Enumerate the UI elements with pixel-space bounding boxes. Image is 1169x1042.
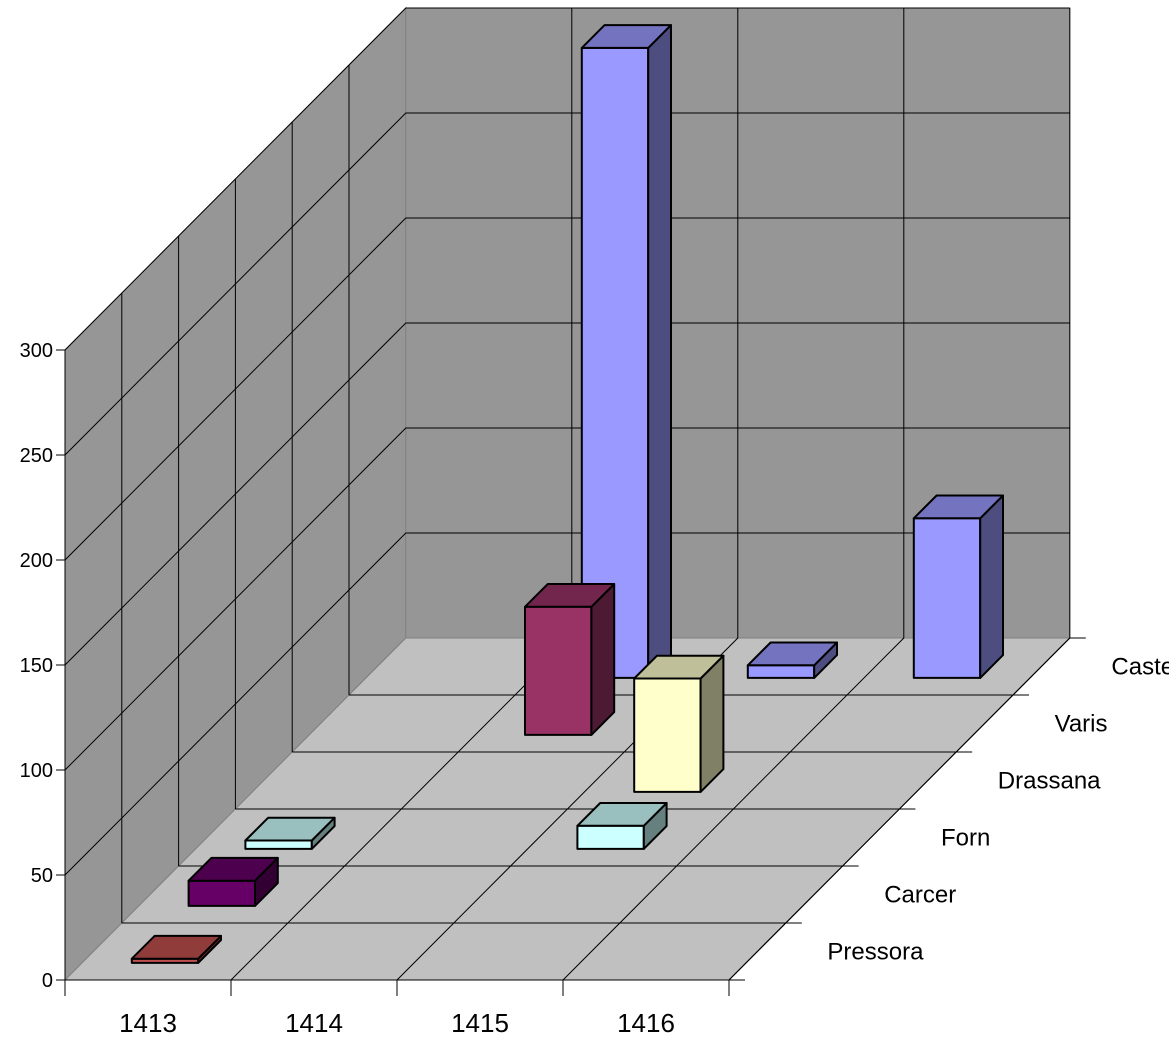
value-tick-label: 250: [20, 445, 53, 467]
bar-top: [580, 24, 672, 49]
bar-top: [244, 816, 336, 842]
value-tick-label: 150: [20, 655, 53, 677]
bar-side: [647, 24, 672, 679]
bar-front: [746, 664, 816, 679]
value-tick-label: 50: [31, 865, 53, 887]
bar-top: [524, 583, 616, 608]
category-tick-label: 1413: [119, 1008, 177, 1037]
bar-forn-1415: [576, 802, 668, 850]
series-tick-label: Pressora: [827, 939, 924, 966]
bar-top: [576, 802, 668, 827]
chart-walls: [63, 6, 1072, 982]
series-tick-label: Drassana: [998, 768, 1101, 795]
bar-front: [576, 824, 645, 850]
bar-top: [633, 654, 725, 680]
bar-varis-1414: [524, 583, 616, 736]
category-tick-label: 1416: [617, 1008, 675, 1037]
bar-forn-1413: [244, 816, 336, 850]
value-tick-label: 100: [20, 760, 53, 782]
bar-top: [130, 934, 222, 960]
bar-pressora-1413: [130, 934, 222, 964]
series-tick-label: Carcer: [884, 882, 956, 909]
bar-drassana-1415: [633, 654, 725, 793]
bar-castell-1415: [746, 641, 838, 679]
value-tick-label: 0: [42, 970, 53, 992]
bar-side: [590, 583, 616, 736]
bar-top: [746, 641, 838, 667]
chart-gridlines: [64, 7, 1071, 981]
series-tick-label: Varis: [1055, 711, 1108, 738]
chart-axes: 0 50 100 150 200 250 300 1413 1414 1415 1416 Presso…: [20, 340, 1169, 1038]
bar-front: [912, 517, 982, 679]
chart-bars: [130, 24, 1004, 964]
bar-carcer-1413: [187, 856, 279, 907]
bar-front: [244, 839, 313, 850]
bar-front: [524, 605, 593, 736]
series-tick-label: Castell: [1111, 654, 1169, 681]
bar-side: [979, 494, 1004, 679]
bar-front: [187, 879, 256, 907]
bar-castell-1414: [580, 24, 672, 679]
value-tick-label: 200: [20, 550, 53, 572]
bar-front: [633, 677, 702, 793]
category-tick-label: 1414: [285, 1008, 343, 1037]
value-tick-label: 300: [20, 340, 53, 362]
bar-top: [187, 856, 279, 882]
bar-castell-1416: [912, 494, 1004, 679]
category-tick-label: 1415: [451, 1008, 509, 1037]
bar-top: [912, 494, 1004, 520]
series-tick-label: Forn: [941, 825, 990, 852]
